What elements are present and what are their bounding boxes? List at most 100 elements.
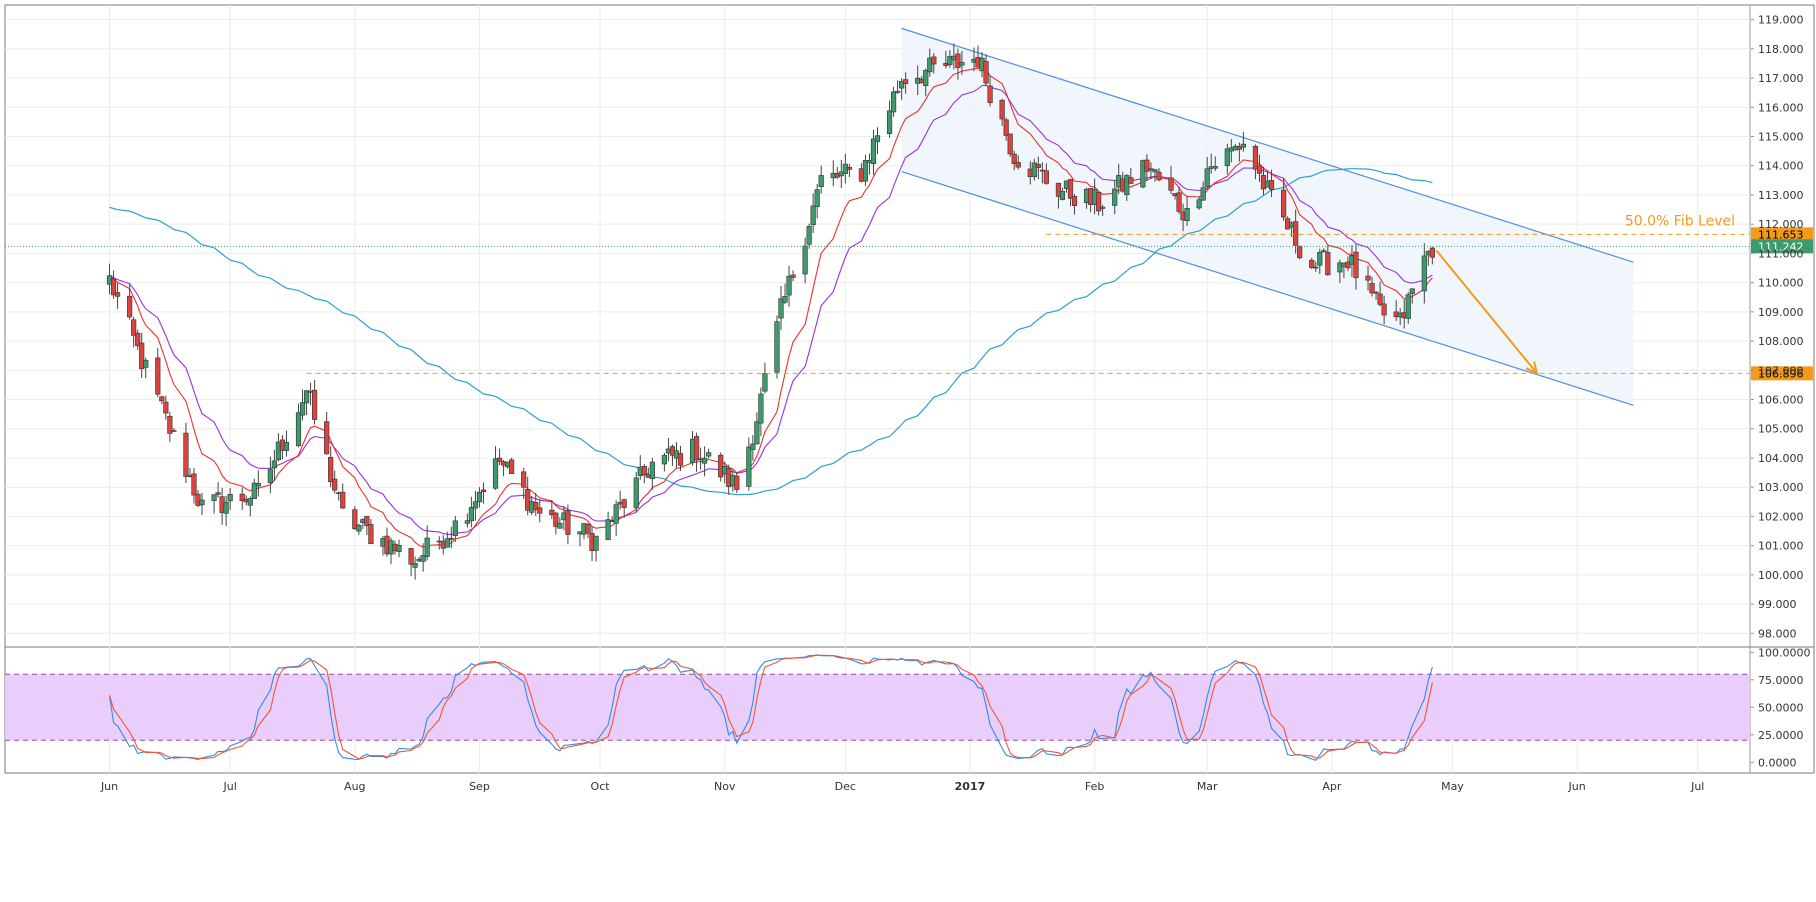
candle-down — [553, 512, 559, 527]
time-axis-label: Oct — [591, 780, 611, 793]
candle-up — [593, 535, 599, 551]
candle-down — [127, 295, 133, 318]
price-tick-label: 99.000 — [1758, 598, 1797, 611]
candle-up — [649, 461, 655, 479]
candle-up — [754, 421, 760, 445]
price-tick-label: 112.000 — [1758, 218, 1804, 231]
projection-arrow-head — [1525, 361, 1539, 375]
stochastic-oscillator — [5, 654, 1750, 761]
price-tick-label: 98.000 — [1758, 627, 1797, 640]
candle-up — [774, 321, 780, 373]
candle-up — [271, 460, 277, 469]
price-tick-label: 106.000 — [1758, 394, 1804, 407]
candle-down — [159, 396, 165, 402]
time-axis-label: Mar — [1197, 780, 1218, 793]
candle-down — [533, 502, 539, 510]
candle-up — [750, 443, 756, 451]
candle-down — [1280, 189, 1287, 218]
chart-frame — [4, 4, 1815, 774]
time-axis-label: Jun — [100, 780, 118, 793]
candle-up — [899, 81, 905, 89]
time-axis-label: May — [1441, 780, 1464, 793]
candle-down — [537, 507, 543, 514]
candle-up — [1124, 175, 1130, 196]
candle-down — [1144, 159, 1150, 172]
candle-down — [955, 53, 961, 68]
time-axis-label: Sep — [469, 780, 490, 793]
candle-up — [412, 563, 418, 568]
moving-averages — [109, 66, 1433, 548]
candle-up — [1200, 187, 1206, 201]
channel-upper-line — [901, 27, 1634, 263]
price-tick-label: 111.000 — [1758, 247, 1804, 260]
candle-up — [758, 393, 764, 424]
price-tick-label: 104.000 — [1758, 452, 1804, 465]
candle-up — [782, 295, 788, 303]
candle-up — [267, 469, 273, 483]
stochastic-k-line — [108, 654, 1433, 761]
price-tick-label: 119.000 — [1758, 14, 1804, 27]
candle-up — [706, 452, 712, 457]
candle-down — [734, 475, 740, 490]
candle-down — [408, 548, 414, 565]
candle-down — [368, 524, 374, 544]
candle-down — [155, 357, 161, 395]
candle-down — [340, 491, 346, 509]
candle-down — [790, 274, 796, 278]
candle-up — [299, 402, 306, 416]
time-axis-label: Jul — [223, 780, 237, 793]
candle-down — [1369, 283, 1375, 294]
candle-down — [1156, 171, 1162, 181]
candle-up — [492, 458, 499, 489]
projection-arrow-shaft — [1435, 249, 1538, 374]
candle-down — [110, 278, 117, 296]
candle-up — [762, 373, 768, 392]
price-tick-label: 116.000 — [1758, 101, 1804, 114]
candle-up — [927, 57, 933, 73]
candle-down — [1377, 293, 1383, 305]
candle-down — [549, 509, 555, 516]
candle-up — [356, 524, 362, 532]
fib-level-label: 50.0% Fib Level — [1625, 213, 1735, 229]
candle-up — [814, 189, 820, 207]
time-axis-label: Jul — [1690, 780, 1704, 793]
candle-up — [420, 555, 426, 562]
candle-down — [693, 436, 700, 461]
candle-down — [1035, 164, 1041, 168]
price-tick-label: 110.000 — [1758, 277, 1804, 290]
candle-up — [1409, 288, 1415, 294]
candle-up — [923, 70, 929, 86]
candle-up — [1196, 199, 1202, 209]
candle-up — [1140, 160, 1146, 188]
price-tick-label: 113.000 — [1758, 189, 1804, 202]
candle-up — [476, 491, 483, 503]
candle-down — [1168, 177, 1174, 191]
candle-down — [641, 466, 647, 476]
candle-down — [999, 99, 1005, 120]
candle-down — [983, 61, 989, 84]
last-price-tag — [1751, 239, 1813, 254]
candle-down — [139, 342, 145, 370]
candle-down — [1268, 180, 1275, 190]
candle-down — [1309, 259, 1315, 268]
candle-up — [862, 160, 869, 182]
candle-up — [613, 504, 619, 524]
price-tick-label: 114.000 — [1758, 160, 1804, 173]
axes: 98.000 99.000 100.000 101.000 102.000 103.000… — [100, 14, 1811, 793]
support-price-tag-label: 106.896 — [1758, 367, 1804, 380]
candle-up — [802, 245, 808, 275]
candle-down — [509, 459, 515, 474]
candle-up — [1317, 251, 1323, 266]
price-tick-label: 107.000 — [1758, 364, 1804, 377]
candle-down — [903, 79, 909, 84]
candle-up — [1059, 191, 1066, 200]
price-tick-label: 118.000 — [1758, 43, 1804, 56]
candle-down — [1373, 291, 1379, 294]
candle-up — [1212, 166, 1218, 169]
candle-down — [167, 415, 173, 434]
candle-down — [1015, 162, 1021, 168]
candle-down — [1067, 179, 1074, 199]
candle-up — [247, 498, 253, 506]
